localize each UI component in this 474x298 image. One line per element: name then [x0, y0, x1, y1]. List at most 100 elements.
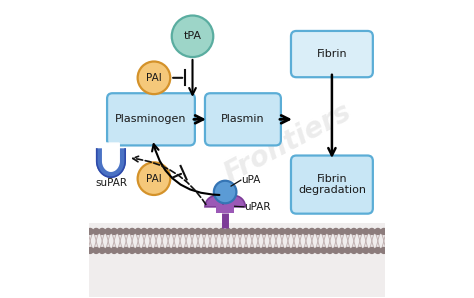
Circle shape — [153, 247, 159, 253]
Circle shape — [303, 247, 309, 253]
Circle shape — [147, 247, 153, 253]
Circle shape — [171, 247, 177, 253]
Circle shape — [291, 247, 297, 253]
Wedge shape — [223, 195, 246, 207]
Circle shape — [111, 247, 117, 253]
Circle shape — [165, 229, 171, 235]
Circle shape — [177, 229, 183, 235]
Circle shape — [249, 229, 255, 235]
Circle shape — [165, 247, 171, 253]
Text: Plasmin: Plasmin — [221, 114, 265, 124]
Circle shape — [171, 229, 177, 235]
Circle shape — [99, 247, 105, 253]
Text: uPAR: uPAR — [245, 202, 271, 212]
Circle shape — [351, 229, 357, 235]
Circle shape — [333, 247, 339, 253]
Circle shape — [303, 229, 309, 235]
Circle shape — [237, 247, 243, 253]
FancyBboxPatch shape — [291, 31, 373, 77]
Circle shape — [357, 229, 363, 235]
Circle shape — [153, 229, 159, 235]
Circle shape — [141, 229, 147, 235]
Polygon shape — [97, 149, 125, 177]
Circle shape — [321, 247, 327, 253]
Circle shape — [123, 247, 129, 253]
Circle shape — [333, 229, 339, 235]
Circle shape — [375, 247, 381, 253]
Circle shape — [309, 229, 315, 235]
Circle shape — [105, 247, 111, 253]
Circle shape — [345, 229, 351, 235]
Circle shape — [219, 229, 225, 235]
Text: Frontiers: Frontiers — [219, 98, 356, 188]
Circle shape — [225, 247, 231, 253]
Circle shape — [249, 247, 255, 253]
Circle shape — [369, 229, 375, 235]
Circle shape — [291, 229, 297, 235]
Circle shape — [363, 247, 369, 253]
Circle shape — [339, 229, 345, 235]
Text: Fibrin
degradation: Fibrin degradation — [298, 174, 366, 195]
Circle shape — [135, 229, 141, 235]
Bar — [89, 223, 385, 297]
Circle shape — [297, 229, 303, 235]
Circle shape — [93, 229, 99, 235]
Circle shape — [261, 229, 267, 235]
Circle shape — [255, 229, 261, 235]
Circle shape — [183, 229, 189, 235]
Circle shape — [309, 247, 315, 253]
Circle shape — [123, 229, 129, 235]
Text: tPA: tPA — [183, 31, 201, 41]
Circle shape — [339, 247, 345, 253]
Circle shape — [207, 229, 213, 235]
Circle shape — [214, 181, 237, 203]
Circle shape — [137, 61, 170, 94]
Circle shape — [279, 229, 285, 235]
Circle shape — [137, 162, 170, 195]
Circle shape — [213, 229, 219, 235]
Circle shape — [87, 229, 93, 235]
Circle shape — [327, 229, 333, 235]
Circle shape — [345, 247, 351, 253]
Circle shape — [243, 229, 249, 235]
Circle shape — [273, 247, 279, 253]
Text: PAI: PAI — [146, 73, 162, 83]
Circle shape — [231, 247, 237, 253]
Circle shape — [159, 247, 165, 253]
FancyBboxPatch shape — [107, 93, 195, 145]
Circle shape — [267, 229, 273, 235]
Circle shape — [129, 247, 135, 253]
Polygon shape — [103, 143, 119, 171]
Circle shape — [297, 247, 303, 253]
Circle shape — [357, 247, 363, 253]
Text: Fibrin: Fibrin — [317, 49, 347, 59]
Circle shape — [159, 229, 165, 235]
Circle shape — [189, 247, 195, 253]
Bar — [216, 205, 234, 213]
Circle shape — [255, 247, 261, 253]
Circle shape — [147, 229, 153, 235]
Circle shape — [111, 229, 117, 235]
Circle shape — [195, 229, 201, 235]
Circle shape — [189, 229, 195, 235]
Circle shape — [369, 247, 375, 253]
Text: PAI: PAI — [146, 174, 162, 184]
Circle shape — [381, 247, 387, 253]
Circle shape — [135, 247, 141, 253]
Circle shape — [363, 229, 369, 235]
Circle shape — [177, 247, 183, 253]
Circle shape — [99, 229, 105, 235]
Circle shape — [183, 247, 189, 253]
Circle shape — [237, 229, 243, 235]
Text: Plasminogen: Plasminogen — [115, 114, 187, 124]
Circle shape — [219, 247, 225, 253]
Circle shape — [105, 229, 111, 235]
Text: suPAR: suPAR — [95, 178, 127, 188]
Circle shape — [201, 229, 207, 235]
Circle shape — [172, 15, 213, 57]
Circle shape — [285, 229, 291, 235]
Circle shape — [273, 229, 279, 235]
Circle shape — [279, 247, 285, 253]
Circle shape — [213, 247, 219, 253]
Circle shape — [381, 229, 387, 235]
